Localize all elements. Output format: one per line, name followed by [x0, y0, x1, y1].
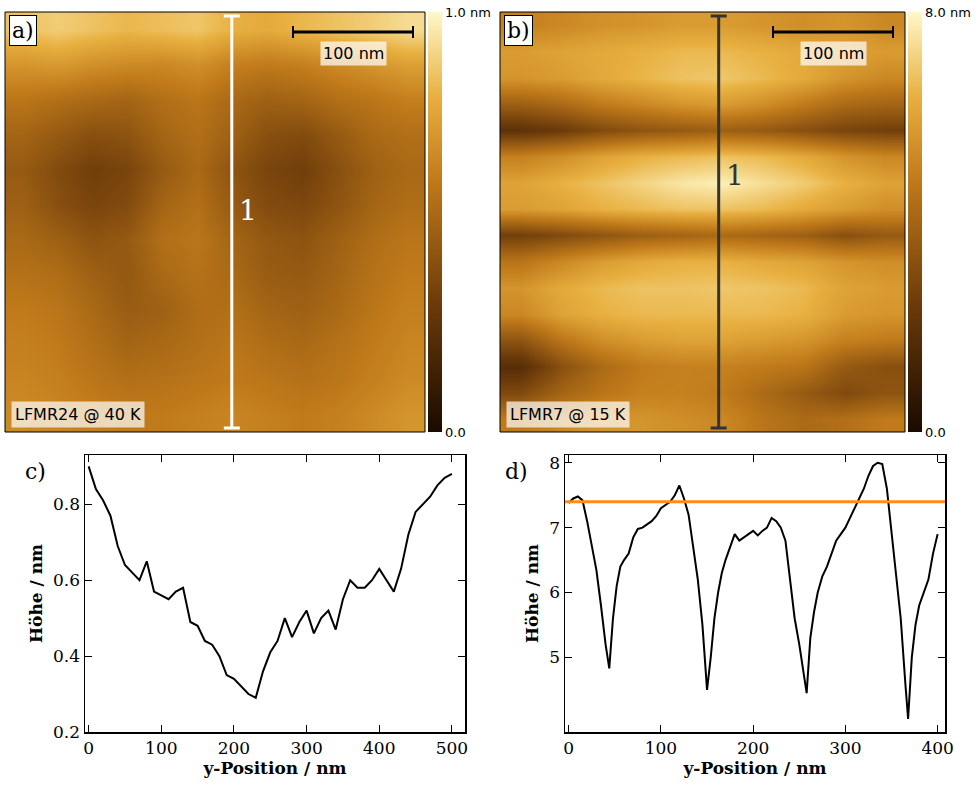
svg-text:400: 400 [921, 738, 953, 758]
svg-text:500: 500 [436, 738, 468, 758]
svg-text:200: 200 [737, 738, 769, 758]
svg-text:y-Position / nm: y-Position / nm [682, 758, 826, 778]
svg-text:5: 5 [549, 647, 560, 667]
svg-text:1: 1 [726, 159, 744, 192]
svg-text:400: 400 [363, 738, 395, 758]
svg-text:0.6: 0.6 [53, 570, 80, 590]
svg-text:7: 7 [549, 518, 560, 538]
svg-text:100 nm: 100 nm [323, 44, 384, 63]
svg-text:8.0 nm: 8.0 nm [925, 5, 971, 20]
svg-text:0: 0 [83, 738, 94, 758]
svg-text:8: 8 [549, 453, 560, 473]
svg-text:1.0 nm: 1.0 nm [445, 5, 491, 20]
svg-text:100: 100 [145, 738, 177, 758]
svg-text:0.0: 0.0 [925, 425, 946, 440]
svg-text:LFMR24 @ 40 K: LFMR24 @ 40 K [15, 405, 141, 424]
svg-text:200: 200 [218, 738, 250, 758]
svg-text:300: 300 [290, 738, 322, 758]
svg-text:b): b) [507, 18, 530, 43]
svg-text:0.4: 0.4 [53, 646, 80, 666]
svg-text:300: 300 [829, 738, 861, 758]
svg-text:LFMR7 @ 15 K: LFMR7 @ 15 K [510, 405, 626, 424]
svg-text:0: 0 [563, 738, 574, 758]
svg-text:Höhe / nm: Höhe / nm [522, 544, 542, 643]
svg-text:c): c) [25, 459, 46, 484]
svg-text:a): a) [12, 18, 34, 43]
svg-text:1: 1 [239, 194, 257, 227]
svg-text:6: 6 [549, 582, 560, 602]
svg-text:100 nm: 100 nm [803, 44, 864, 63]
svg-text:d): d) [505, 459, 528, 484]
svg-text:0.0: 0.0 [445, 425, 466, 440]
svg-text:0.2: 0.2 [53, 722, 80, 742]
svg-text:Höhe / nm: Höhe / nm [26, 544, 46, 643]
svg-text:0.8: 0.8 [53, 494, 80, 514]
svg-text:y-Position / nm: y-Position / nm [202, 758, 346, 778]
svg-text:100: 100 [645, 738, 677, 758]
